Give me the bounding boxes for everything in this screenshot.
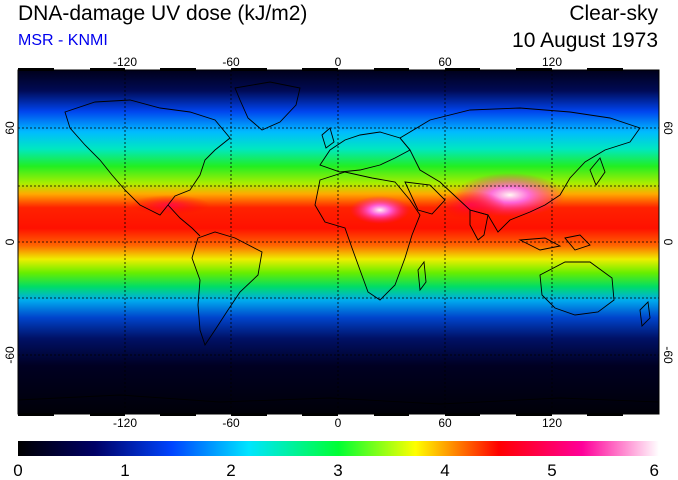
lon-label-bottom: 120	[542, 416, 562, 430]
lat-label-left: 0	[3, 238, 17, 245]
colorbar-tick: 6	[650, 461, 659, 480]
colorbar-tick: 2	[226, 461, 235, 480]
colorbar	[18, 441, 659, 456]
lon-label-top: -60	[222, 55, 240, 69]
lat-label-left: -60	[3, 346, 17, 364]
colorbar-tick: 1	[120, 461, 129, 480]
lat-label-right: 60	[661, 121, 675, 135]
map-title: DNA-damage UV dose (kJ/m2)	[18, 2, 308, 25]
colorbar-tick: 5	[547, 461, 556, 480]
lon-label-bottom: -120	[113, 416, 137, 430]
lat-label-left: 60	[3, 121, 17, 135]
lon-label-top: 60	[438, 55, 452, 69]
lon-label-bottom: 60	[438, 416, 452, 430]
source-credit: MSR - KNMI	[18, 32, 108, 49]
frame-ticks	[18, 68, 623, 416]
lon-label-bottom: -60	[222, 416, 240, 430]
lon-label-top: 0	[335, 55, 342, 69]
sky-condition: Clear-sky	[569, 2, 658, 25]
lat-label-right: -60	[661, 346, 675, 364]
lon-label-top: 120	[542, 55, 562, 69]
colorbar-tick: 4	[440, 461, 449, 480]
map-frame	[17, 69, 660, 415]
lon-label-top: -120	[113, 55, 137, 69]
map-date: 10 August 1973	[512, 29, 658, 52]
lat-label-right: 0	[661, 239, 675, 246]
colorbar-tick: 3	[333, 461, 342, 480]
lon-label-bottom: 0	[335, 416, 342, 430]
graticule	[18, 70, 659, 414]
colorbar-tick: 0	[13, 461, 22, 480]
